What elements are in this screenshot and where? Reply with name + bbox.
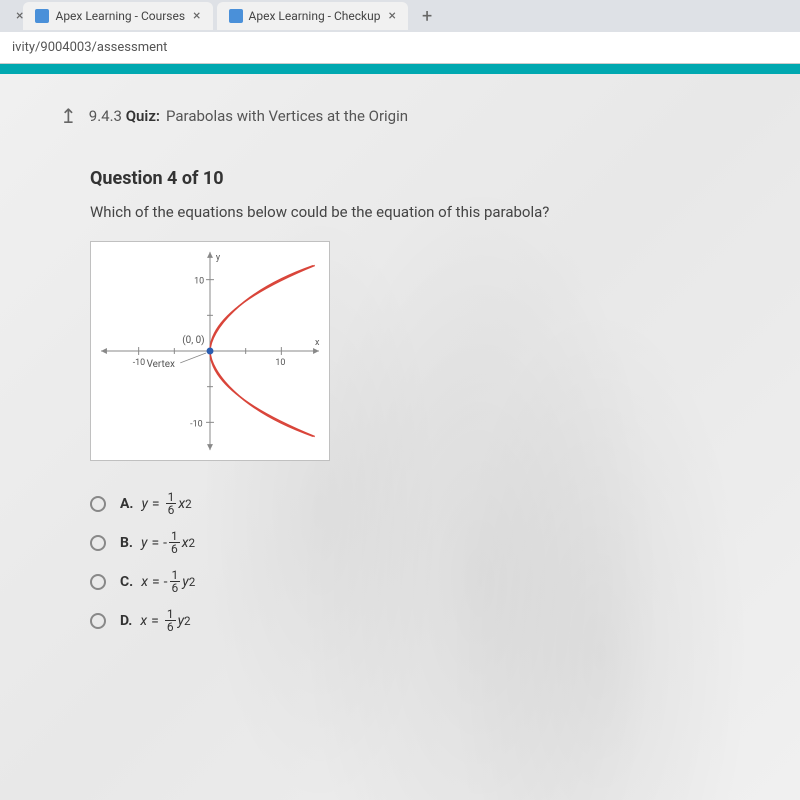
quiz-header: ↥ 9.4.3 Quiz: Parabolas with Vertices at…: [60, 104, 800, 128]
close-icon[interactable]: ×: [388, 8, 395, 24]
choice-letter: B.: [120, 535, 133, 551]
new-tab-button[interactable]: +: [412, 6, 442, 27]
quiz-section-prefix: 9.4.3: [89, 107, 122, 125]
answer-choice-d[interactable]: D. x = 16 y2: [90, 608, 800, 633]
equation: x = - 16 y2: [141, 569, 195, 594]
parabola-graph: -10 10 10 -10 x y (0, 0) Vertex: [90, 241, 330, 461]
radio-icon[interactable]: [90, 535, 106, 551]
answer-choice-b[interactable]: B. y = - 16 x2: [90, 530, 800, 555]
url-text: ivity/9004003/assessment: [12, 40, 167, 55]
app-header-bar: [0, 64, 800, 74]
tab-title: Apex Learning - Courses: [55, 9, 185, 23]
answer-choice-a[interactable]: A. y = 16 x2: [90, 491, 800, 516]
equation: x = 16 y2: [140, 608, 190, 633]
close-icon[interactable]: ×: [16, 8, 23, 24]
axis-label-y: y: [216, 253, 221, 263]
tick-label: 10: [275, 358, 285, 368]
vertex-pointer: [180, 353, 206, 363]
radio-icon[interactable]: [90, 613, 106, 629]
answer-choice-c[interactable]: C. x = - 16 y2: [90, 569, 800, 594]
graph-svg: -10 10 10 -10 x y (0, 0) Vertex: [91, 242, 329, 460]
close-icon[interactable]: ×: [193, 8, 200, 24]
axis-label-x: x: [315, 338, 320, 348]
question-prompt: Which of the equations below could be th…: [90, 203, 800, 221]
url-bar[interactable]: ivity/9004003/assessment: [0, 32, 800, 64]
question-heading: Question 4 of 10: [90, 168, 800, 189]
favicon-icon: [35, 9, 49, 23]
radio-icon[interactable]: [90, 496, 106, 512]
tick-label: -10: [190, 419, 202, 429]
content-area: ↥ 9.4.3 Quiz: Parabolas with Vertices at…: [0, 74, 800, 800]
tick-label: -10: [133, 358, 145, 368]
browser-tab-strip: × Apex Learning - Courses × Apex Learnin…: [0, 0, 800, 32]
equation: y = 16 x2: [141, 491, 191, 516]
question-block: Question 4 of 10 Which of the equations …: [60, 168, 800, 633]
tab-title: Apex Learning - Checkup: [249, 9, 381, 23]
vertex-coord-label: (0, 0): [182, 335, 204, 346]
choice-letter: D.: [120, 613, 132, 629]
favicon-icon: [229, 9, 243, 23]
x-axis-arrow-icon: [313, 348, 319, 354]
quiz-label: Quiz:: [126, 107, 160, 125]
vertex-point: [207, 348, 214, 355]
vertex-text-label: Vertex: [147, 359, 175, 370]
choice-letter: A.: [120, 496, 133, 512]
y-axis-arrow-icon: [207, 444, 213, 450]
browser-tab-courses[interactable]: Apex Learning - Courses ×: [23, 2, 212, 30]
choice-letter: C.: [120, 574, 133, 590]
tick-label: 10: [194, 277, 204, 287]
y-axis-arrow-icon: [207, 252, 213, 258]
x-axis-arrow-icon: [101, 348, 107, 354]
equation: y = - 16 x2: [141, 530, 195, 555]
quiz-title: Parabolas with Vertices at the Origin: [166, 107, 408, 125]
radio-icon[interactable]: [90, 574, 106, 590]
browser-tab-checkup[interactable]: Apex Learning - Checkup ×: [217, 2, 408, 30]
back-arrow-icon[interactable]: ↥: [60, 104, 77, 128]
